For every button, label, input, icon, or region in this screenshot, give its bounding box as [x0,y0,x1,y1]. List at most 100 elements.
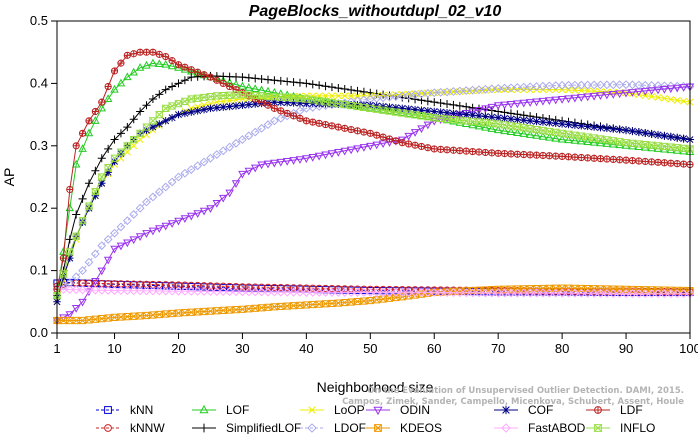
data-point [468,288,478,298]
data-point [257,287,267,297]
data-point [519,288,529,298]
data-point [404,90,414,100]
data-point [468,85,478,95]
data-point [405,90,413,98]
data-point [225,287,235,297]
data-point [615,90,624,99]
data-point [481,112,490,121]
data-point [667,95,675,103]
data-point [640,80,650,90]
data-point [149,123,157,131]
data-point [263,160,273,169]
y-tick-label: 0.3 [30,138,48,153]
data-point [469,148,477,156]
data-point [538,288,548,298]
series-kdeos [53,284,694,325]
data-point [455,288,465,298]
data-point [564,120,573,129]
data-point [270,159,279,168]
data-point [539,151,547,159]
data-point [333,288,343,297]
data-point [72,142,80,150]
data-point [564,288,573,298]
data-point [359,87,368,96]
data-point [264,101,272,109]
data-point [110,67,119,75]
data-point [167,220,177,228]
legend-label: LDOF [334,421,366,434]
data-point [91,166,100,175]
data-point [621,80,631,90]
data-point [411,141,419,149]
data-point [628,141,637,150]
data-point [59,270,68,278]
legend-item-inflo: INFLO [586,421,655,434]
data-point [493,288,503,298]
data-point [532,117,541,126]
data-point [321,288,330,297]
data-point [648,93,656,100]
data-point [180,76,189,85]
data-point [551,81,561,91]
data-point [653,144,663,152]
data-point [622,126,630,134]
legend-item-kdeos: KDEOS [366,421,442,434]
data-point [577,136,586,145]
data-point [628,80,637,90]
data-point [301,288,311,297]
data-point [532,131,541,139]
data-point [571,153,579,161]
data-point [340,84,349,94]
data-point [593,424,603,432]
data-point [200,71,208,79]
data-point [237,287,247,297]
data-point [110,286,119,295]
data-point [487,103,497,112]
data-point [282,157,292,166]
data-point [640,142,650,151]
data-point [468,111,477,119]
data-point [123,51,131,59]
data-point [155,120,164,128]
data-point [142,286,151,296]
legend-label: kNN [130,403,153,417]
data-point [647,87,656,96]
data-point [417,89,426,99]
data-point [122,286,132,296]
x-tick-label: 10 [107,341,121,356]
data-point [103,164,113,172]
data-point [666,81,676,91]
data-point [513,115,522,124]
data-point [512,288,522,298]
data-point [123,148,131,156]
data-point [250,127,260,137]
data-point [142,197,151,207]
data-point [334,123,342,131]
data-point [359,288,369,297]
data-point [244,131,254,141]
data-point [110,154,119,162]
data-point [334,149,343,157]
data-point [142,101,151,110]
data-point [85,316,93,324]
data-point [494,149,502,157]
data-point [685,145,695,153]
data-point [91,116,100,124]
y-tick-label: 0.4 [30,75,48,90]
data-point [436,288,446,297]
series-line [56,84,691,290]
data-point [621,89,631,98]
data-point [577,154,585,162]
data-point [654,93,662,101]
data-point [500,114,509,123]
data-point [373,92,381,100]
data-point [602,80,612,90]
data-point [78,266,88,276]
data-point [180,286,190,296]
data-point [647,143,656,152]
data-point [116,148,126,156]
data-point [308,154,318,162]
data-point [123,72,132,81]
data-point [398,139,406,147]
data-point [589,137,599,146]
